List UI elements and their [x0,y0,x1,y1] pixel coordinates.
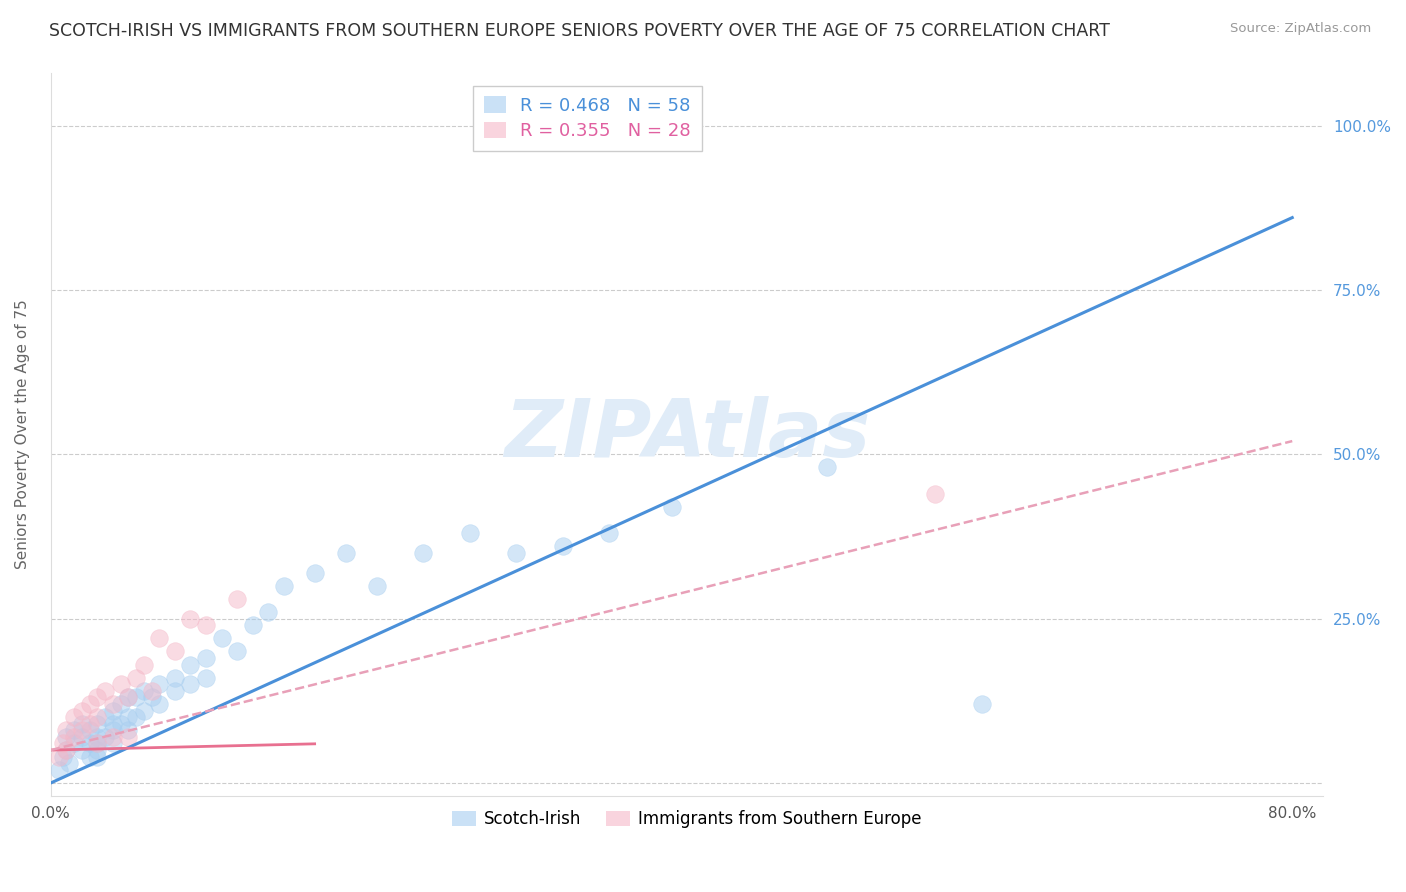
Point [55,723,77,738]
Point [148,632,170,646]
Point [125,710,148,724]
Point [117,710,139,724]
Point [94,730,117,744]
Point [163,684,186,698]
Point [101,716,124,731]
Point [163,671,186,685]
Point [70,723,93,738]
Point [458,526,481,541]
Point [79,749,101,764]
Point [101,737,124,751]
Point [79,737,101,751]
Point [226,644,249,658]
Point [101,730,124,744]
Point [226,591,249,606]
Point [70,730,93,744]
Point [79,716,101,731]
Point [63,710,86,724]
Point [94,710,117,724]
Point [195,651,218,665]
Point [101,704,124,718]
Point [86,749,108,764]
Point [86,690,108,705]
Point [366,579,388,593]
Point [179,657,201,672]
Point [63,730,86,744]
Point [148,677,170,691]
Point [110,716,132,731]
Point [117,690,139,705]
Point [55,743,77,757]
Text: ZIPAtlas: ZIPAtlas [503,395,870,474]
Point [211,632,233,646]
Point [70,716,93,731]
Point [505,546,527,560]
Point [48,749,70,764]
Point [110,697,132,711]
Point [598,526,620,541]
Point [79,723,101,738]
Y-axis label: Seniors Poverty Over the Age of 75: Seniors Poverty Over the Age of 75 [15,300,30,569]
Point [117,690,139,705]
Point [55,743,77,757]
Point [924,486,946,500]
Point [141,690,163,705]
Point [141,684,163,698]
Point [606,112,628,126]
Point [195,671,218,685]
Text: SCOTCH-IRISH VS IMMIGRANTS FROM SOUTHERN EUROPE SENIORS POVERTY OVER THE AGE OF : SCOTCH-IRISH VS IMMIGRANTS FROM SOUTHERN… [49,22,1111,40]
Point [179,611,201,625]
Point [304,566,326,580]
Point [117,730,139,744]
Point [86,737,108,751]
Point [79,697,101,711]
Point [195,618,218,632]
Point [70,704,93,718]
Text: Source: ZipAtlas.com: Source: ZipAtlas.com [1230,22,1371,36]
Point [125,671,148,685]
Point [970,697,993,711]
Point [575,112,598,126]
Point [242,618,264,632]
Point [273,579,295,593]
Point [637,112,659,126]
Point [48,763,70,777]
Point [117,723,139,738]
Point [86,710,108,724]
Point [110,677,132,691]
Point [148,697,170,711]
Point [163,644,186,658]
Point [70,743,93,757]
Point [86,737,108,751]
Point [132,704,155,718]
Point [58,756,80,771]
Point [86,716,108,731]
Legend: Scotch-Irish, Immigrants from Southern Europe: Scotch-Irish, Immigrants from Southern E… [446,804,928,835]
Point [101,723,124,738]
Point [179,677,201,691]
Point [661,500,683,514]
Point [55,730,77,744]
Point [335,546,357,560]
Point [63,737,86,751]
Point [257,605,280,619]
Point [125,690,148,705]
Point [86,730,108,744]
Point [52,737,75,751]
Point [815,460,838,475]
Point [132,684,155,698]
Point [63,723,86,738]
Point [412,546,434,560]
Point [132,657,155,672]
Point [101,697,124,711]
Point [86,743,108,757]
Point [52,749,75,764]
Point [94,684,117,698]
Point [551,539,574,553]
